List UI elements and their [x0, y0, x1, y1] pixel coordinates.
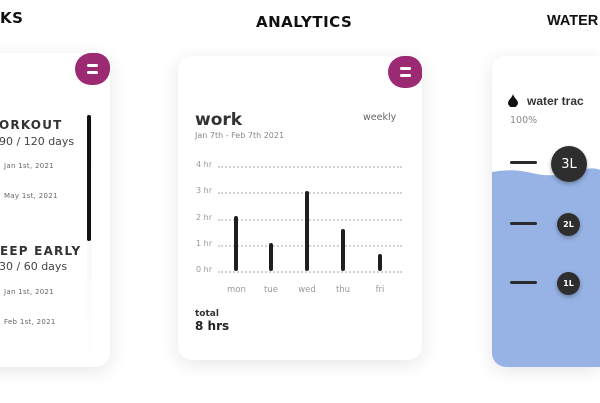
bar-tue[interactable]: [269, 243, 273, 271]
y-tick-label: 0 hr: [196, 265, 212, 274]
level-mark: [510, 281, 537, 284]
gridline: [218, 166, 402, 168]
period-selector[interactable]: weekly: [363, 112, 397, 123]
total-label: total: [195, 309, 219, 319]
gridline: [218, 218, 402, 221]
menu-button[interactable]: [75, 53, 110, 85]
task-title: EEP EARLY: [0, 244, 82, 258]
level-3l-button[interactable]: 3L: [551, 146, 587, 182]
level-mark: [510, 222, 537, 225]
date-range: Jan 7th - Feb 7th 2021: [195, 131, 285, 140]
bar-wed[interactable]: [305, 190, 309, 271]
x-tick-label: thu: [335, 285, 351, 295]
task-start-date: Jan 1st, 2021: [4, 162, 55, 170]
analytics-card: work Jan 7th - Feb 7th 2021 weekly total…: [178, 56, 422, 360]
tasks-header: KS: [0, 9, 24, 27]
task-end-date: Feb 1st, 2021: [4, 318, 56, 326]
task-end-date: May 1st, 2021: [4, 192, 58, 200]
task-title: ORKOUT: [0, 118, 63, 132]
task-progress: 90 / 120 days: [0, 135, 75, 148]
bar-fri[interactable]: [378, 253, 382, 271]
analytics-title: work: [195, 110, 243, 130]
y-tick-label: 4 hr: [196, 160, 212, 169]
gridline: [218, 271, 402, 273]
bar-thu[interactable]: [341, 229, 345, 271]
y-tick-label: 3 hr: [196, 186, 212, 196]
scrollbar-thumb[interactable]: [87, 115, 91, 241]
tasks-card: ORKOUT 90 / 120 days Jan 1st, 2021 May 1…: [0, 53, 110, 367]
water-title: water trac: [527, 94, 584, 108]
y-tick-label: 2 hr: [196, 212, 212, 222]
x-tick-label: tue: [264, 285, 278, 295]
x-tick-label: mon: [227, 285, 246, 295]
level-mark: [510, 161, 537, 164]
water-percent: 100%: [510, 115, 538, 126]
task-progress: 30 / 60 days: [0, 260, 68, 273]
analytics-header: ANALYTICS: [256, 13, 353, 31]
gridline: [218, 192, 402, 195]
bar-mon[interactable]: [234, 215, 238, 271]
level-1l-button[interactable]: 1L: [557, 272, 580, 295]
y-tick-label: 1 hr: [196, 238, 212, 248]
x-tick-label: fri: [375, 285, 385, 295]
total-value: 8 hrs: [195, 319, 230, 333]
x-tick-label: wed: [298, 285, 316, 295]
level-2l-button[interactable]: 2L: [557, 213, 580, 236]
gridline: [218, 244, 402, 247]
water-header: WATER: [547, 13, 599, 29]
water-fill: [492, 168, 600, 367]
task-start-date: Jan 1st, 2021: [4, 288, 55, 296]
drop-icon: [508, 94, 518, 107]
water-card: water trac 100% 3L 2L 1L: [492, 56, 600, 367]
menu-button[interactable]: [388, 56, 422, 88]
